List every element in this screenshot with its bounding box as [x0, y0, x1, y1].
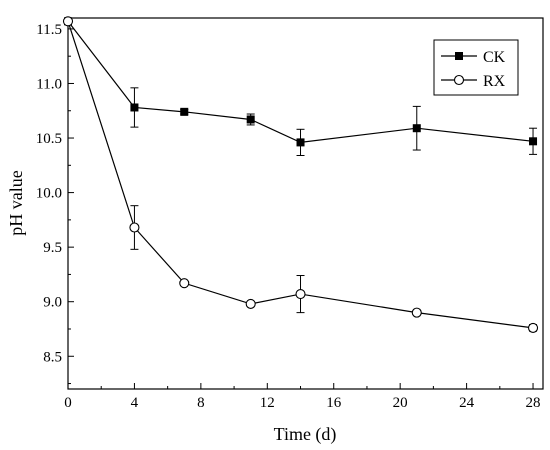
legend-box — [433, 39, 519, 96]
data-point-ck — [529, 137, 538, 146]
legend: CK RX — [433, 39, 519, 96]
y-tick-label: 9.0 — [43, 295, 62, 311]
legend-label-rx: RX — [483, 73, 506, 90]
data-point-ck — [412, 124, 421, 133]
y-tick-label: 9.5 — [43, 240, 62, 256]
y-tick-label: 8.5 — [43, 349, 62, 365]
x-tick-label: 28 — [526, 395, 541, 411]
x-tick-label: 20 — [393, 395, 408, 411]
y-axis: 8.5 9.0 9.5 10.0 10.5 11.0 11.5 — [36, 22, 74, 385]
y-tick-label: 10.5 — [36, 131, 62, 147]
x-axis: 0 4 8 12 16 20 24 28 — [64, 383, 541, 411]
data-point-rx — [179, 278, 190, 289]
data-point-ck — [246, 115, 255, 124]
data-point-ck — [180, 107, 189, 116]
x-tick-label: 0 — [64, 395, 72, 411]
data-point-rx — [527, 322, 539, 333]
x-tick-label: 4 — [131, 395, 139, 411]
y-tick-label: 10.0 — [36, 186, 62, 202]
data-point-rx — [295, 289, 306, 300]
legend-marker-ck — [455, 52, 463, 60]
data-point-rx — [129, 222, 140, 233]
legend-marker-rx — [453, 74, 465, 86]
data-point-rx — [62, 16, 74, 27]
plot-frame — [67, 17, 544, 390]
x-tick-label: 16 — [326, 395, 342, 411]
legend-label-ck: CK — [483, 49, 506, 66]
x-axis-title: Time (d) — [274, 424, 337, 445]
x-tick-label: 24 — [459, 395, 475, 411]
y-tick-label: 11.0 — [36, 76, 62, 92]
series-layer — [62, 16, 539, 333]
data-point-rx — [245, 298, 256, 309]
x-tick-label: 8 — [197, 395, 205, 411]
y-axis-title: pH value — [6, 170, 26, 235]
data-point-rx — [411, 307, 422, 318]
y-tick-label: 11.5 — [36, 22, 62, 38]
x-tick-label: 12 — [260, 395, 275, 411]
data-point-ck — [130, 103, 139, 112]
data-point-ck — [296, 138, 305, 147]
